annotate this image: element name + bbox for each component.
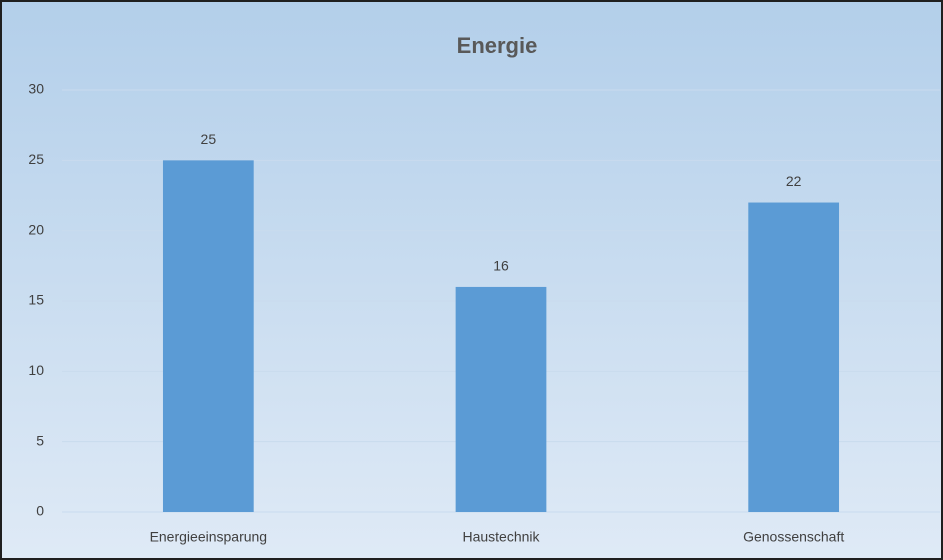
y-tick-label: 15 — [28, 292, 44, 308]
y-tick-label: 25 — [28, 151, 44, 167]
data-label: 22 — [786, 173, 802, 189]
x-tick-label: Energieeinsparung — [150, 529, 268, 545]
chart-title: Energie — [457, 33, 538, 58]
data-label: 25 — [201, 131, 217, 147]
y-tick-label: 20 — [28, 221, 44, 237]
bar — [748, 202, 840, 513]
x-tick-label: Genossenschaft — [743, 529, 844, 545]
y-tick-label: 30 — [28, 81, 44, 97]
bar — [455, 286, 547, 512]
y-tick-label: 5 — [36, 432, 44, 448]
bar — [162, 160, 254, 513]
y-tick-label: 10 — [28, 362, 44, 378]
x-tick-label: Haustechnik — [462, 529, 540, 545]
data-label: 16 — [493, 258, 509, 274]
y-tick-label: 0 — [36, 503, 44, 519]
